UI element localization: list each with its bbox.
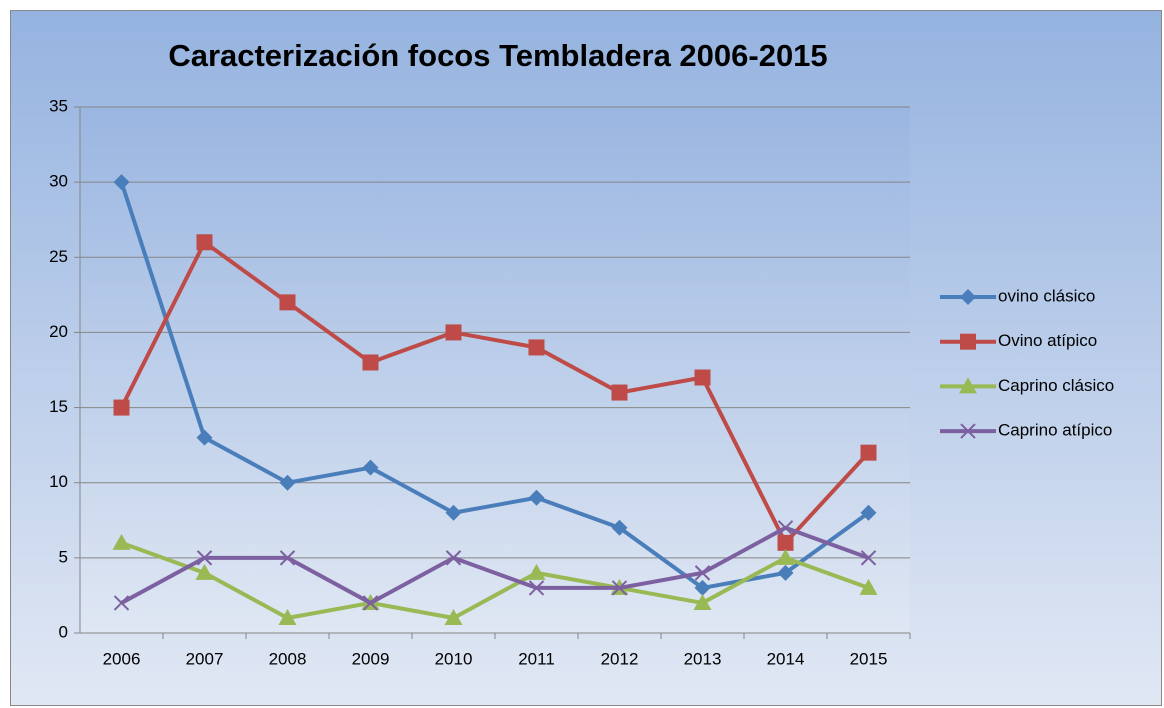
marker bbox=[362, 595, 379, 611]
marker bbox=[960, 423, 976, 439]
marker bbox=[444, 608, 463, 625]
x-tick-label: 2013 bbox=[684, 649, 722, 668]
legend-label: Caprino atípico bbox=[998, 421, 1112, 440]
marker bbox=[777, 534, 794, 551]
marker bbox=[694, 579, 711, 596]
marker bbox=[278, 608, 297, 625]
marker bbox=[279, 294, 296, 311]
marker bbox=[279, 474, 296, 491]
marker bbox=[776, 548, 795, 565]
marker bbox=[528, 489, 545, 506]
marker bbox=[859, 578, 878, 595]
series-line bbox=[120, 540, 870, 620]
y-tick-label: 35 bbox=[49, 96, 68, 115]
marker bbox=[196, 234, 213, 251]
marker bbox=[112, 533, 131, 550]
y-tick-label: 15 bbox=[49, 397, 68, 416]
marker bbox=[611, 580, 628, 596]
y-tick-label: 0 bbox=[59, 622, 68, 641]
x-tick-label: 2011 bbox=[518, 649, 555, 668]
marker bbox=[777, 520, 794, 536]
marker bbox=[611, 384, 628, 401]
x-tick-label: 2010 bbox=[435, 649, 473, 668]
marker bbox=[693, 593, 712, 610]
marker bbox=[860, 444, 877, 461]
x-tick-label: 2015 bbox=[850, 649, 888, 668]
marker bbox=[528, 580, 545, 596]
y-tick-label: 5 bbox=[59, 547, 68, 566]
plot-area bbox=[80, 107, 910, 633]
marker bbox=[196, 429, 213, 446]
marker bbox=[445, 504, 462, 521]
marker bbox=[445, 550, 462, 566]
legend-label: Ovino atípico bbox=[998, 331, 1097, 350]
marker bbox=[860, 550, 877, 566]
marker bbox=[959, 377, 977, 394]
x-tick-label: 2012 bbox=[601, 649, 639, 668]
y-tick-label: 25 bbox=[49, 247, 68, 266]
marker bbox=[860, 504, 877, 521]
x-tick-label: 2007 bbox=[186, 649, 224, 668]
x-tick-label: 2009 bbox=[352, 649, 390, 668]
marker bbox=[528, 339, 545, 356]
marker bbox=[195, 563, 214, 580]
marker bbox=[113, 174, 130, 191]
marker bbox=[196, 550, 213, 566]
marker bbox=[694, 369, 711, 386]
marker bbox=[960, 333, 976, 350]
y-tick-label: 30 bbox=[49, 172, 68, 191]
x-tick-label: 2014 bbox=[767, 649, 805, 668]
y-tick-label: 10 bbox=[49, 472, 68, 491]
chart-title: Caracterización focos Tembladera 2006-20… bbox=[168, 38, 827, 73]
marker bbox=[362, 459, 379, 476]
marker bbox=[445, 324, 462, 341]
marker bbox=[777, 564, 794, 581]
marker bbox=[113, 399, 130, 416]
series-line bbox=[120, 525, 870, 605]
marker bbox=[960, 289, 976, 305]
x-tick-label: 2008 bbox=[269, 649, 307, 668]
marker bbox=[279, 550, 296, 566]
marker bbox=[694, 565, 711, 581]
marker bbox=[611, 519, 628, 536]
legend-label: Caprino clásico bbox=[998, 376, 1114, 395]
marker bbox=[362, 354, 379, 371]
marker bbox=[113, 595, 130, 611]
legend-label: ovino clásico bbox=[998, 286, 1095, 305]
y-tick-label: 20 bbox=[49, 322, 68, 341]
marker bbox=[527, 563, 546, 580]
series-line bbox=[119, 240, 870, 545]
x-tick-label: 2006 bbox=[103, 649, 141, 668]
